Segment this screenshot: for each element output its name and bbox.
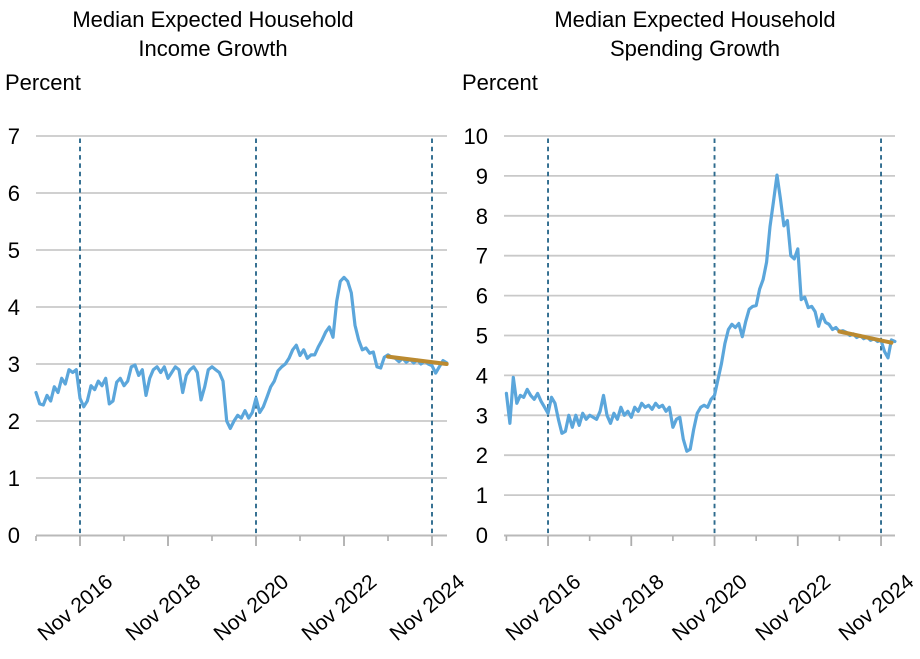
y-tick-label: 7 <box>8 124 20 149</box>
y-tick-label: 0 <box>476 523 488 548</box>
spending-chart-unit-label: Percent <box>462 70 538 95</box>
y-tick-label: 2 <box>476 443 488 468</box>
trend-line <box>386 354 449 366</box>
y-tick-label: 6 <box>476 284 488 309</box>
y-tick-label: 0 <box>8 523 20 548</box>
y-tick-label: 8 <box>476 204 488 229</box>
y-tick-label: 10 <box>464 124 488 149</box>
y-tick-label: 6 <box>8 181 20 206</box>
x-tick-label: Nov 2024 <box>835 570 919 646</box>
y-tick-label: 7 <box>476 244 488 269</box>
trend-line <box>837 329 894 345</box>
y-tick-label: 9 <box>476 164 488 189</box>
y-tick-label: 3 <box>8 352 20 377</box>
income-chart: 0 1 2 3 4 5 6 7 Nov 2016 Nov 2018 Nov 2020 Nov 2022… <box>8 124 470 646</box>
income-chart-title: Median Expected Household Income Growth <box>72 7 354 61</box>
y-tick-label: 1 <box>476 483 488 508</box>
x-tick-label: Nov 2020 <box>210 570 294 645</box>
series-line <box>504 173 897 453</box>
x-tick-label: Nov 2016 <box>34 570 118 645</box>
x-tick-label: Nov 2018 <box>122 570 206 645</box>
x-tick-label: Nov 2024 <box>386 570 470 646</box>
income-chart-unit-label: Percent <box>5 70 81 95</box>
x-tick-label: Nov 2022 <box>751 570 835 645</box>
y-tick-label: 5 <box>8 238 20 263</box>
y-tick-label: 4 <box>476 363 488 388</box>
series-line <box>34 275 449 430</box>
y-tick-label: 4 <box>8 295 20 320</box>
y-tick-label: 5 <box>476 324 488 349</box>
y-tick-label: 2 <box>8 409 20 434</box>
x-tick-label: Nov 2016 <box>502 570 586 645</box>
y-tick-label: 1 <box>8 466 20 491</box>
x-tick-label: Nov 2018 <box>585 570 669 645</box>
spending-chart-title: Median Expected Household Spending Growt… <box>554 7 836 61</box>
y-tick-label: 3 <box>476 403 488 428</box>
x-tick-label: Nov 2020 <box>668 570 752 645</box>
x-tick-label: Nov 2022 <box>298 570 382 645</box>
